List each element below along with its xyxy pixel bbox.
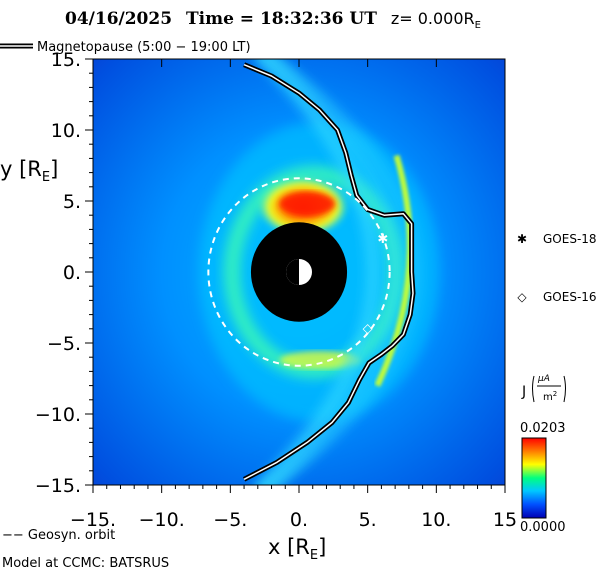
y-tick-label: −10.: [35, 404, 81, 426]
x-tick-label: 10.: [421, 509, 451, 531]
y-tick-label: 10.: [51, 120, 81, 142]
earth-night-side: [286, 259, 299, 285]
outer-arc-1: [254, 59, 381, 485]
y-axis-label: y [RE]: [0, 157, 58, 185]
colorbar-max-label: 0.0203: [520, 421, 566, 436]
current-sheet: [374, 154, 413, 387]
satellite-legend-symbol: ◇: [517, 290, 527, 304]
satellite-legend-symbol: ✱: [517, 232, 527, 246]
x-tick-label: 0.: [290, 509, 308, 531]
colorbar-min-label: 0.0000: [520, 520, 566, 535]
y-tick-label: 0.: [63, 262, 81, 284]
title-z-sub: E: [475, 20, 481, 31]
title-date: 04/16/2025: [65, 9, 172, 29]
title-z: z= 0.000R: [391, 9, 475, 28]
magnetopause-line: [243, 64, 414, 480]
colorbar-unit-numerator: μA: [537, 374, 550, 384]
satellite-legend-label: GOES-16: [543, 290, 597, 304]
y-tick-label: 15.: [51, 49, 81, 71]
geosync-legend-label: −− Geosyn. orbit: [2, 528, 115, 543]
y-tick-label: 5.: [63, 191, 81, 213]
colorbar-label: J: [521, 384, 526, 400]
y-tick-label: −15.: [35, 475, 81, 497]
hot-core-north: [279, 191, 336, 216]
x-tick-label: 5.: [359, 509, 377, 531]
magnetopause-legend-label: Magnetopause (5:00 − 19:00 LT): [37, 40, 251, 55]
x-tick-label: −5.: [213, 509, 247, 531]
magnetopause-legend: Magnetopause (5:00 − 19:00 LT): [0, 40, 251, 55]
satellite-legend-label: GOES-18: [543, 232, 597, 246]
geosync-orbit: [207, 177, 391, 367]
title-time: Time = 18:32:36 UT: [186, 9, 377, 29]
satellite-legend: ✱ GOES-18 ◇ GOES-16: [517, 232, 597, 304]
model-credit: Model at CCMC: BATSRUS: [2, 556, 169, 571]
axes: −15. −10. −5. 0. 5. 10. 15 15. 10. 5. 0. −5. −10. −15…: [35, 49, 517, 531]
plot-area: ✱◇: [93, 59, 505, 485]
satellite-marker-goes-16: ◇: [363, 321, 373, 336]
x-axis-label: x [RE]: [268, 535, 326, 563]
y-tick-label: −5.: [47, 333, 81, 355]
chart-title: 04/16/2025 Time = 18:32:36 UT z= 0.000RE: [65, 9, 481, 31]
satellite-marker-goes-18: ✱: [377, 232, 388, 247]
colorbar-scale: [521, 437, 547, 519]
colorbar: J μA m2 0.0203 0.0000: [520, 374, 566, 535]
colorbar-unit-denominator: m2: [543, 390, 557, 403]
x-tick-label: −10.: [139, 509, 185, 531]
x-tick-label: 15: [493, 509, 517, 531]
x-tick-label: −15.: [70, 509, 116, 531]
outer-arc-3: [266, 59, 420, 485]
